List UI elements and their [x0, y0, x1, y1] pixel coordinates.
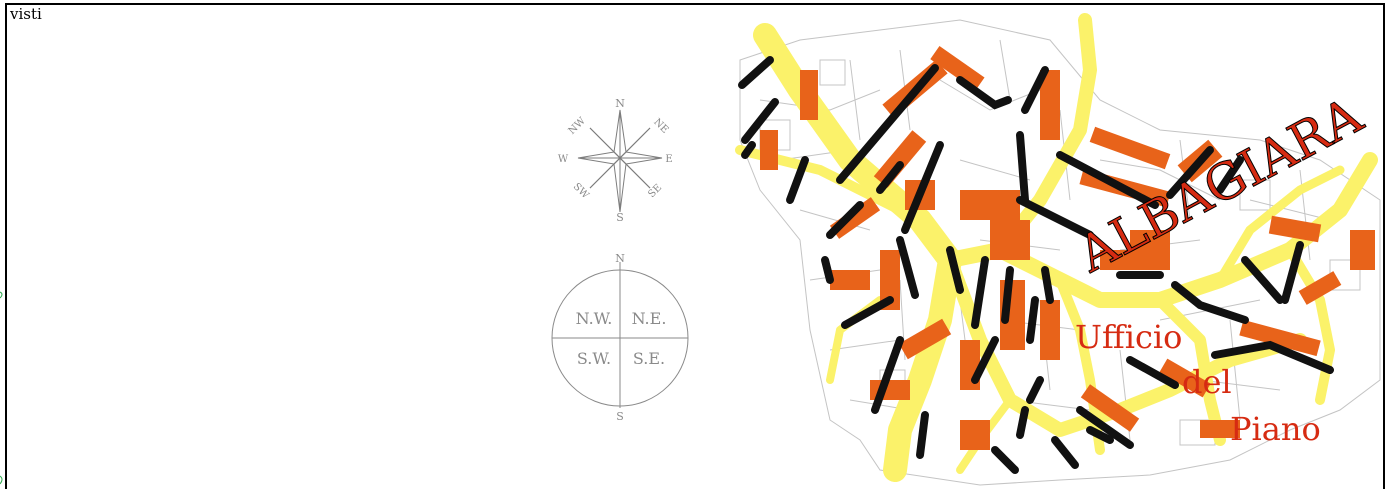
- quadrant-ne-label: N.E.: [632, 309, 667, 328]
- quadrant-se-label: S.E.: [633, 349, 665, 368]
- cadastral-map: ALBAGIARA Ufficio del Piano: [735, 13, 1381, 486]
- compass-s-label: S: [616, 211, 624, 224]
- compass-sw-label: SW: [571, 181, 591, 201]
- quadrant-s-label: S: [616, 410, 624, 423]
- office-title-line1: Ufficio: [1075, 318, 1182, 356]
- compass-nw-label: NW: [567, 115, 589, 137]
- corner-label: visti: [10, 5, 42, 23]
- compass-se-label: SE: [646, 182, 664, 200]
- quadrant-compass: N S N.W. N.E. S.W. S.E.: [551, 252, 689, 423]
- pedestrian-paths: [738, 56, 1334, 474]
- compass-rose: N S E W NW NE SW SE: [558, 97, 673, 224]
- office-title-line3: Piano: [1230, 410, 1321, 448]
- quadrant-sw-label: S.W.: [577, 349, 611, 368]
- left-edge-markers: [0, 280, 5, 491]
- compass-n-label: N: [615, 97, 625, 110]
- compass-w-label: W: [558, 154, 569, 165]
- quadrant-nw-label: N.W.: [576, 309, 613, 328]
- compass-e-label: E: [665, 154, 672, 165]
- compass-ne-label: NE: [651, 117, 670, 136]
- quadrant-n-label: N: [615, 252, 625, 265]
- office-title-line2: del: [1182, 363, 1232, 401]
